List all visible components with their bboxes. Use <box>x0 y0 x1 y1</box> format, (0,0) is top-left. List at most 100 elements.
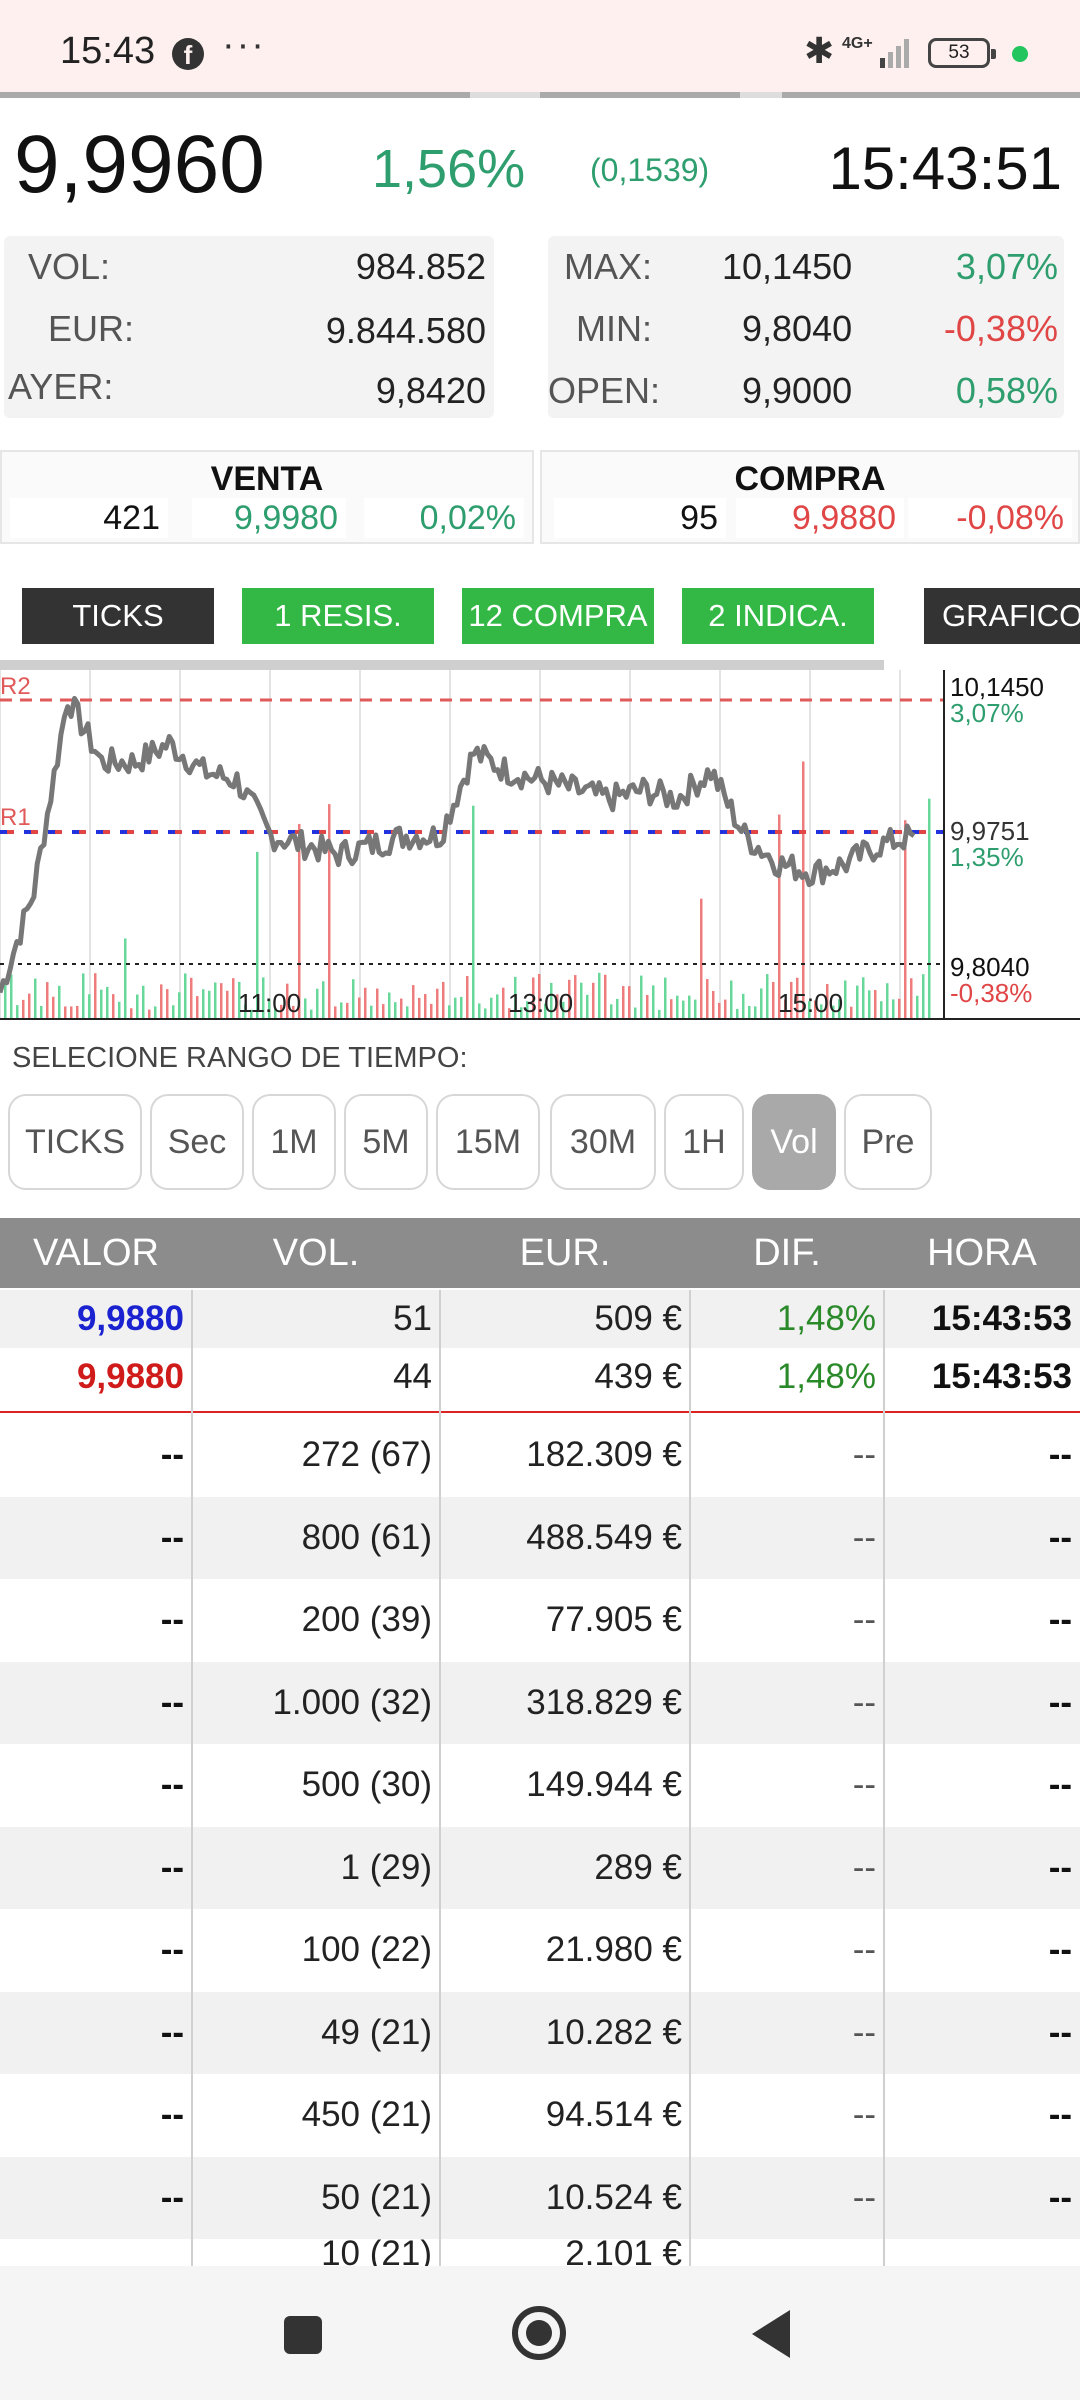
volume-bar <box>112 994 115 1020</box>
x-label-1300: 13:00 <box>508 988 573 1018</box>
range-30m-button[interactable]: 30M <box>550 1094 656 1190</box>
range-1m-button[interactable]: 1M <box>252 1094 336 1190</box>
volume-bar <box>646 995 649 1020</box>
active-dot-icon <box>1012 46 1028 62</box>
table-row[interactable]: -- 50 (21) 10.524 € -- -- <box>0 2156 1080 2239</box>
volume-bar <box>274 1007 277 1020</box>
sell-qty: 421 <box>10 498 168 538</box>
table-row[interactable]: 9,9880 51 509 € 1,48% 15:43:53 <box>0 1290 1080 1348</box>
range-sec-button[interactable]: Sec <box>150 1094 244 1190</box>
network-type: 4G+ <box>842 35 873 52</box>
volume-bar <box>16 1005 19 1020</box>
range-ticks-button[interactable]: TICKS <box>8 1094 142 1190</box>
table-cell: 800 (61) <box>301 1517 432 1557</box>
buy-qty: 95 <box>554 498 726 538</box>
back-icon[interactable] <box>752 2310 790 2358</box>
table-cell: 21.980 € <box>545 1930 682 1969</box>
sell-price: 9,9980 <box>192 498 346 538</box>
table-cell: 9,9880 <box>76 1299 184 1338</box>
table-row[interactable]: -- 800 (61) 488.549 € -- -- <box>0 1496 1080 1579</box>
table-row[interactable]: -- 49 (21) 10.282 € -- -- <box>0 1991 1080 2074</box>
table-cell: 49 (21) <box>321 2012 432 2052</box>
table-cell: -- <box>1048 2012 1072 2052</box>
volume-bar <box>316 988 319 1020</box>
volume-bar <box>130 1008 133 1020</box>
table-row[interactable]: 10 (21) 2.101 € <box>0 2236 1080 2271</box>
volume-bar <box>640 975 643 1020</box>
table-row[interactable]: -- 200 (39) 77.905 € -- -- <box>0 1579 1080 1662</box>
volume-bar <box>478 1003 481 1020</box>
tab-chart[interactable]: GRAFICO I <box>924 588 1080 644</box>
table-row[interactable]: -- 1.000 (32) 318.829 € -- -- <box>0 1661 1080 1744</box>
last-price: 9,9960 <box>14 119 265 210</box>
volume-bar <box>286 983 289 1020</box>
volume-bar <box>124 938 127 1020</box>
volume-bar <box>214 982 217 1020</box>
more-notifications-icon: ··· <box>222 24 266 66</box>
volume-bar <box>280 1004 283 1020</box>
table-row[interactable]: 9,9880 44 439 € 1,48% 15:43:53 <box>0 1348 1080 1406</box>
open-label: OPEN: <box>548 370 661 411</box>
col-eur[interactable]: EUR. <box>519 1232 611 1274</box>
ayer-value: 9,8420 <box>375 370 486 411</box>
volume-bar <box>628 986 631 1020</box>
table-row[interactable]: -- 500 (30) 149.944 € -- -- <box>0 1744 1080 1827</box>
column-divider <box>883 1290 885 2270</box>
range-pre-button[interactable]: Pre <box>844 1094 932 1190</box>
col-dif[interactable]: DIF. <box>753 1232 821 1274</box>
table-cell: 10.524 € <box>545 2177 682 2217</box>
tabs-scrollbar[interactable] <box>0 660 884 670</box>
volume-bar <box>502 987 505 1020</box>
table-cell: 488.549 € <box>526 1517 682 1557</box>
table-cell: -- <box>1048 1435 1072 1474</box>
loading-bar-seg <box>0 92 470 98</box>
range-1h-button[interactable]: 1H <box>664 1094 744 1190</box>
table-cell: -- <box>852 1600 876 1639</box>
price-chart[interactable]: R2 R1 10,1450 3,07% 9,9751 1,35% 9,8040 … <box>0 670 1080 1020</box>
volume-bar <box>94 973 97 1020</box>
volume-bar <box>538 973 541 1020</box>
eur-value: 9.844.580 <box>325 310 486 351</box>
tab-indicators[interactable]: 2 INDICA. <box>682 588 874 644</box>
volume-bar <box>82 973 85 1020</box>
volume-bar <box>928 798 931 1020</box>
chart-min-pct: -0,38% <box>950 978 1032 1008</box>
volume-bar <box>490 997 493 1020</box>
table-cell: -- <box>160 1435 184 1474</box>
range-vol-button[interactable]: Vol <box>752 1094 836 1190</box>
table-row[interactable]: -- 450 (21) 94.514 € -- -- <box>0 2074 1080 2157</box>
table-cell: -- <box>852 2177 876 2217</box>
table-row[interactable]: -- 1 (29) 289 € -- -- <box>0 1826 1080 1909</box>
range-5m-button[interactable]: 5M <box>344 1094 428 1190</box>
col-hora[interactable]: HORA <box>927 1232 1037 1274</box>
volume-bar <box>64 1006 67 1020</box>
volume-bar <box>886 983 889 1020</box>
recent-apps-icon[interactable] <box>284 2316 322 2354</box>
r2-label: R2 <box>0 673 31 700</box>
range-15m-button[interactable]: 15M <box>436 1094 540 1190</box>
volume-bar <box>574 975 577 1020</box>
volume-bar <box>466 975 469 1020</box>
volume-bar <box>484 1008 487 1020</box>
volume-bar <box>682 1000 685 1020</box>
volume-bar <box>46 982 49 1020</box>
sell-percent: 0,02% <box>364 498 524 538</box>
chart-min-value: 9,8040 <box>950 952 1030 982</box>
tab-buy-signals[interactable]: 12 COMPRA <box>462 588 654 644</box>
volume-bar <box>58 985 61 1020</box>
price-line <box>0 695 916 994</box>
volume-bar <box>562 1001 565 1020</box>
home-icon[interactable] <box>512 2306 566 2360</box>
volume-bar <box>508 1008 511 1020</box>
volume-bar <box>388 992 391 1020</box>
buy-price: 9,9880 <box>736 498 904 538</box>
tab-ticks[interactable]: TICKS <box>22 588 214 644</box>
table-cell: -- <box>1048 1930 1072 1969</box>
table-row[interactable]: -- 272 (67) 182.309 € -- -- <box>0 1414 1080 1497</box>
volume-bar <box>910 978 913 1020</box>
stats-left-box <box>4 236 494 418</box>
table-row[interactable]: -- 100 (22) 21.980 € -- -- <box>0 1909 1080 1992</box>
col-vol[interactable]: VOL. <box>272 1232 360 1274</box>
col-valor[interactable]: VALOR <box>32 1232 159 1274</box>
tab-resistances[interactable]: 1 RESIS. <box>242 588 434 644</box>
